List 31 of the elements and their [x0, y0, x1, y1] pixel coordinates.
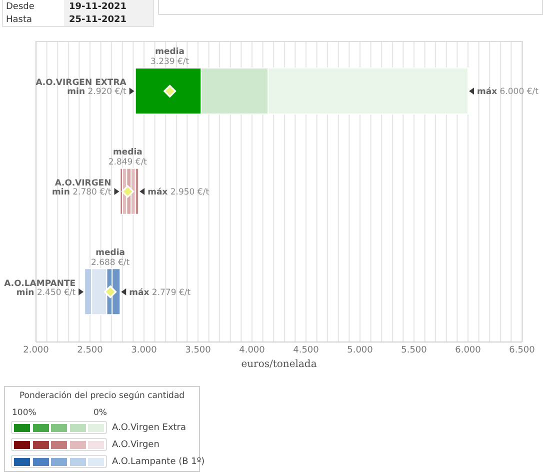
- x-tick-label: 4.000: [239, 345, 266, 356]
- x-tick-label: 6.500: [509, 345, 536, 356]
- annotation: media 2.688 €/t: [90, 248, 130, 268]
- x-tick-label: 3.500: [185, 345, 212, 356]
- x-tick-label: 5.000: [347, 345, 374, 356]
- annotation: min 2.780 €/t: [52, 188, 112, 198]
- annotation: min 2.920 €/t: [67, 87, 128, 98]
- x-tick-label: 2.000: [23, 345, 50, 356]
- x-tick-label: 3.000: [131, 345, 158, 356]
- y-tick-label: A.O.LAMPANTE: [4, 278, 76, 289]
- annotation: máx 2.950 €/t: [148, 188, 210, 198]
- y-tick-label: A.O.VIRGEN EXTRA: [36, 78, 127, 88]
- category-label: A.O.Lampante (B 1º): [112, 456, 205, 466]
- x-tick-label: 4.500: [293, 345, 320, 356]
- category-label: A.O.Virgen: [112, 440, 160, 450]
- category-label: 100%: [12, 408, 36, 418]
- annotation: máx 6.000 €/t: [477, 87, 540, 98]
- y-tick-label: A.O.VIRGEN: [54, 178, 112, 188]
- text: Ponderación del precio según cantidad: [19, 391, 185, 401]
- x-tick-label: 5.500: [401, 345, 428, 356]
- annotation: máx 2.779 €/t: [129, 288, 192, 298]
- x-tick-label: 6.000: [455, 345, 482, 356]
- text: Hasta 25-11-2021: [6, 14, 127, 24]
- x-axis-title: euros/tonelada: [241, 359, 317, 370]
- category-label: A.O.Virgen Extra: [112, 422, 186, 432]
- annotation: media 2.849 €/t: [108, 148, 148, 168]
- category-label: 0%: [94, 408, 107, 418]
- annotation: media 3.239 €/t: [150, 47, 190, 68]
- x-tick-label: 2.500: [77, 345, 104, 356]
- annotation: min 2.450 €/t: [16, 288, 76, 298]
- text: Desde 19-11-2021: [6, 2, 127, 12]
